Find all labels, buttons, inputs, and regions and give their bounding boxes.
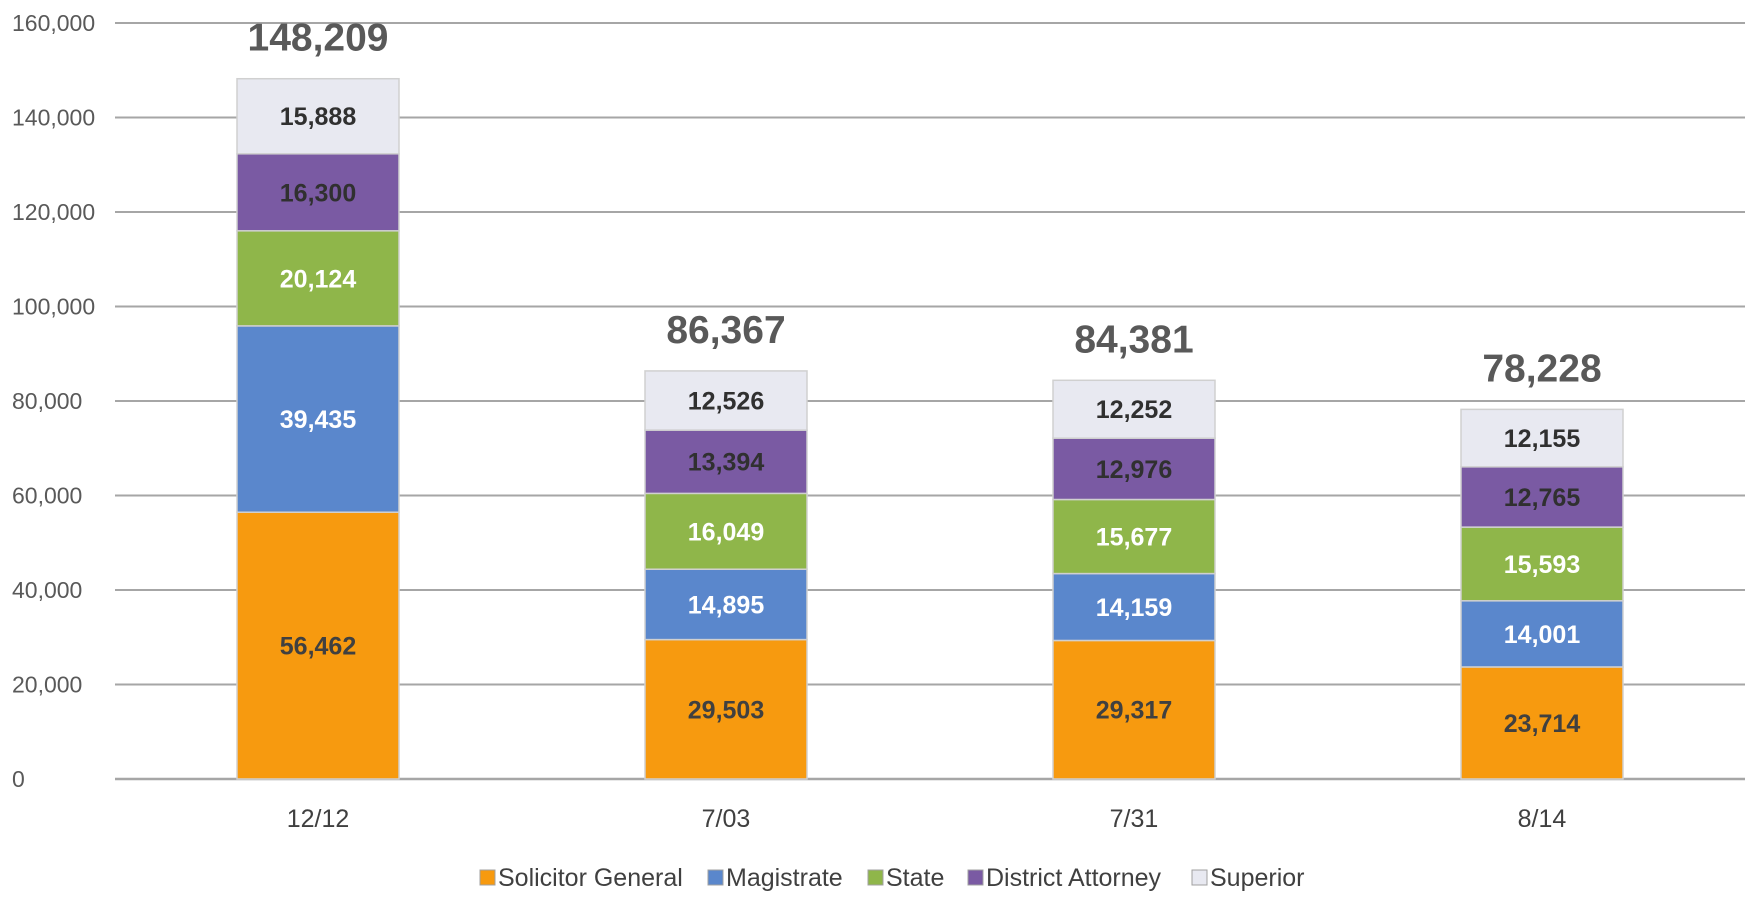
x-axis-categories: 12/12 7/03 7/31 8/14 bbox=[287, 805, 1567, 833]
y-tick-label: 60,000 bbox=[12, 483, 82, 509]
total-value-label: 86,367 bbox=[666, 309, 785, 352]
segment-value-label: 16,049 bbox=[688, 518, 764, 546]
bar-segment-superior bbox=[1460, 408, 1624, 468]
bar-segment-magistrate bbox=[1052, 572, 1216, 642]
segment-value-label: 12,976 bbox=[1096, 456, 1172, 484]
segment-value-label: 15,593 bbox=[1504, 551, 1580, 579]
segment-value-label: 15,888 bbox=[280, 103, 357, 131]
segment-value-label: 13,394 bbox=[688, 449, 765, 477]
bar-segment-superior bbox=[236, 77, 400, 155]
bar-segment-solicitor-general bbox=[236, 511, 400, 780]
bar-segment-state bbox=[644, 492, 808, 570]
bar-segment-state bbox=[236, 230, 400, 327]
bar-segment-state bbox=[1052, 498, 1216, 575]
segment-value-label: 16,300 bbox=[280, 179, 356, 207]
bar-segment-superior bbox=[1052, 379, 1216, 439]
y-tick-label: 40,000 bbox=[12, 577, 82, 603]
bar-segment-state bbox=[1460, 526, 1624, 602]
segment-value-label: 39,435 bbox=[280, 406, 357, 434]
legend-swatch bbox=[479, 869, 496, 886]
segment-value-label: 12,526 bbox=[688, 388, 764, 416]
legend-label: Superior bbox=[1210, 864, 1305, 892]
bar-segment-magistrate bbox=[236, 325, 400, 513]
segment-labels: 56,462 39,435 20,124 16,300 15,888 29,503 14,8… bbox=[280, 103, 1581, 738]
legend-label: State bbox=[886, 864, 944, 892]
segment-value-label: 29,317 bbox=[1096, 697, 1172, 725]
bar-segment-solicitor-general bbox=[1460, 666, 1624, 780]
y-tick-label: 0 bbox=[12, 766, 25, 792]
y-tick-label: 20,000 bbox=[12, 672, 82, 698]
legend-swatch bbox=[707, 869, 724, 886]
bar-segment-district-attorney bbox=[644, 429, 808, 495]
segment-value-label: 29,503 bbox=[688, 696, 764, 724]
x-category-label: 12/12 bbox=[287, 805, 350, 833]
segment-value-label: 14,895 bbox=[688, 591, 765, 619]
segment-value-label: 23,714 bbox=[1504, 710, 1581, 738]
segment-value-label: 14,159 bbox=[1096, 594, 1172, 622]
bar-segment-superior bbox=[644, 370, 808, 431]
y-tick-label: 120,000 bbox=[12, 199, 95, 225]
total-labels: 148,209 86,367 84,381 78,228 bbox=[248, 17, 1602, 391]
total-value-label: 84,381 bbox=[1074, 318, 1193, 361]
y-tick-label: 160,000 bbox=[12, 10, 95, 36]
bar-segment-magistrate bbox=[1460, 600, 1624, 668]
bar-segment-district-attorney bbox=[1052, 437, 1216, 501]
x-category-label: 8/14 bbox=[1518, 805, 1567, 833]
segment-value-label: 12,765 bbox=[1504, 484, 1581, 512]
y-axis-ticks: 0 20,000 40,000 60,000 80,000 100,000 120,000 1… bbox=[12, 10, 95, 792]
total-value-label: 148,209 bbox=[248, 17, 389, 60]
legend-swatch bbox=[867, 869, 884, 886]
legend-swatch bbox=[967, 869, 984, 886]
legend-label: Magistrate bbox=[726, 864, 843, 892]
segment-value-label: 14,001 bbox=[1504, 621, 1581, 649]
bars bbox=[236, 77, 1624, 780]
segment-value-label: 20,124 bbox=[280, 265, 357, 293]
legend-label: District Attorney bbox=[986, 864, 1162, 892]
y-tick-label: 140,000 bbox=[12, 105, 95, 131]
bar-segment-solicitor-general bbox=[644, 638, 808, 780]
x-category-label: 7/31 bbox=[1110, 805, 1159, 833]
total-value-label: 78,228 bbox=[1482, 347, 1601, 390]
y-tick-label: 80,000 bbox=[12, 388, 82, 414]
legend: Solicitor General Magistrate State District… bbox=[479, 864, 1305, 892]
segment-value-label: 56,462 bbox=[280, 633, 356, 661]
legend-label: Solicitor General bbox=[498, 864, 683, 892]
segment-value-label: 15,677 bbox=[1096, 524, 1172, 552]
bar-segment-district-attorney bbox=[236, 153, 400, 232]
bar-segment-district-attorney bbox=[1460, 466, 1624, 528]
segment-value-label: 12,155 bbox=[1504, 425, 1581, 453]
y-tick-label: 100,000 bbox=[12, 294, 95, 320]
x-category-label: 7/03 bbox=[702, 805, 751, 833]
segment-value-label: 12,252 bbox=[1096, 396, 1172, 424]
legend-swatch bbox=[1191, 869, 1208, 886]
